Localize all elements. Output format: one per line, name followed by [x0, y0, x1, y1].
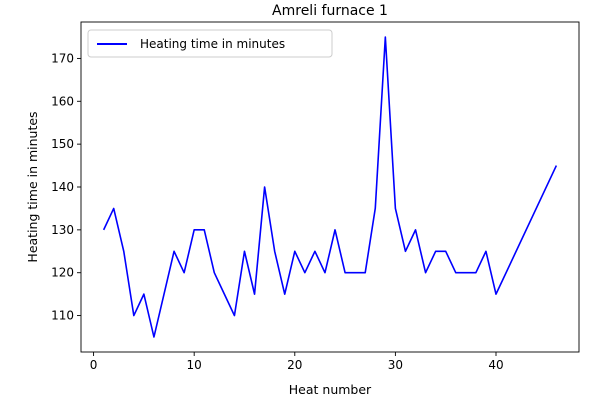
plot-area — [80, 21, 580, 353]
series-line-1 — [102, 36, 558, 338]
y-tick-label: 130 — [51, 223, 74, 237]
y-axis: 110 120 130 140 150 160 170 — [51, 51, 81, 323]
x-tick-label: 40 — [488, 358, 503, 372]
x-axis: 0 10 20 30 40 — [90, 352, 504, 372]
x-tick-label: 20 — [287, 358, 302, 372]
x-axis-label: Heat number — [289, 382, 372, 397]
y-tick-label: 170 — [51, 51, 74, 65]
y-tick-label: 140 — [51, 180, 74, 194]
x-tick-label: 0 — [90, 358, 98, 372]
y-tick-label: 160 — [51, 94, 74, 108]
x-tick-label: 10 — [187, 358, 202, 372]
legend-label: Heating time in minutes — [140, 37, 285, 51]
y-axis-label: Heating time in minutes — [25, 111, 40, 262]
legend: Heating time in minutes — [87, 29, 333, 58]
series-layer — [102, 36, 558, 338]
x-tick-label: 30 — [388, 358, 403, 372]
y-tick-label: 110 — [51, 309, 74, 323]
legend-box — [87, 29, 333, 58]
y-tick-label: 120 — [51, 266, 74, 280]
y-tick-label: 150 — [51, 137, 74, 151]
chart-title: Amreli furnace 1 — [272, 3, 388, 19]
